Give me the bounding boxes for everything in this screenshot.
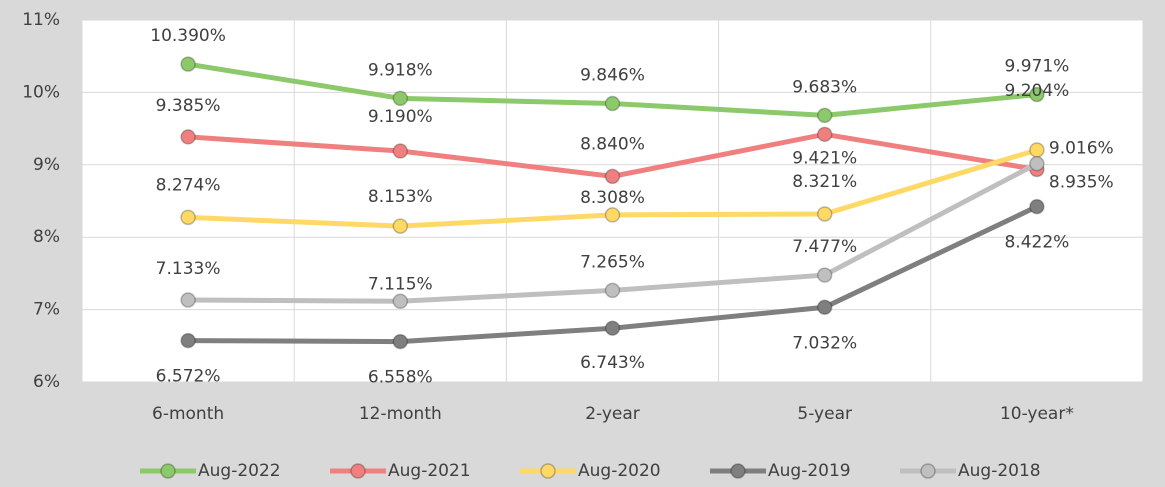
marker [180,332,196,349]
data-label: 9.421% [792,148,857,168]
x-tick-label: 2-year [585,404,640,424]
marker [180,209,196,226]
legend-label: Aug-2020 [578,461,661,481]
data-label: 8.422% [1004,233,1069,253]
data-label: 7.032% [792,333,857,353]
data-label: 9.971% [1004,56,1069,76]
data-label: 9.846% [580,66,645,86]
marker [392,333,409,350]
y-tick-label: 7% [33,300,60,320]
data-label: 9.190% [368,107,433,127]
data-label: 10.390% [150,26,226,46]
marker [180,129,196,145]
marker [604,95,621,112]
marker [180,56,196,72]
marker [392,218,409,234]
marker [392,90,409,107]
marker [604,168,621,185]
data-label: 8.308% [580,188,645,208]
marker [1029,198,1045,215]
legend-marker [160,463,176,479]
y-tick-label: 9% [33,155,60,175]
legend-marker [920,463,936,479]
legend-label: Aug-2022 [198,461,281,481]
x-tick-label: 12-month [359,404,442,424]
legend-marker [350,463,366,479]
legend-label: Aug-2018 [958,461,1041,481]
y-tick-label: 8% [33,227,60,247]
marker [392,143,409,159]
data-label: 8.153% [368,187,433,207]
marker [816,206,833,222]
data-label: 8.935% [1049,173,1114,193]
marker [392,293,409,310]
data-label: 7.115% [368,274,433,294]
y-tick-label: 6% [33,372,60,392]
x-tick-label: 6-month [152,404,224,424]
data-label: 9.385% [156,96,221,116]
data-label: 8.321% [792,172,857,192]
y-tick-label: 10% [22,82,60,102]
data-label: 7.133% [156,259,221,279]
data-label: 8.840% [580,134,645,154]
data-label: 9.204% [1004,81,1069,101]
data-label: 6.572% [156,367,221,387]
marker [816,126,833,143]
marker [816,107,833,124]
marker [1029,155,1045,172]
marker [604,207,621,223]
marker [816,299,833,316]
marker [604,282,621,299]
x-tick-label: 5-year [797,404,852,424]
data-label: 9.683% [792,77,857,97]
legend-label: Aug-2019 [768,461,851,481]
data-label: 8.274% [156,175,221,195]
data-label: 7.477% [792,237,857,257]
data-label: 9.016% [1049,139,1114,159]
data-label: 9.918% [368,60,433,80]
legend-marker [730,463,746,479]
legend-marker [540,463,556,479]
x-tick-label: 10-year* [1000,404,1074,424]
legend-label: Aug-2021 [388,461,471,481]
marker [1029,142,1045,158]
marker [816,267,833,283]
data-label: 7.265% [580,252,645,272]
data-label: 6.558% [368,368,433,388]
y-tick-label: 11% [22,10,60,30]
marker [180,292,196,308]
data-label: 6.743% [580,353,645,373]
marker [604,320,621,336]
marker [1029,86,1045,103]
